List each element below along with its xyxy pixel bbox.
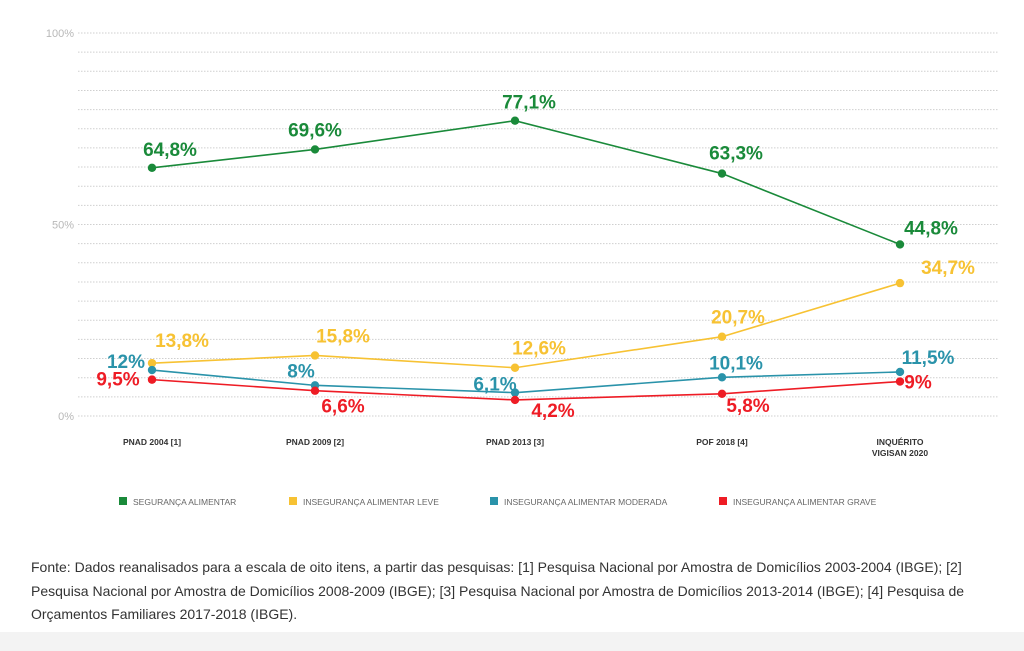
- legend-label: SEGURANÇA ALIMENTAR: [133, 497, 236, 507]
- legend-swatch: [490, 497, 498, 505]
- x-tick-label: PNAD 2004 [1]: [123, 437, 181, 447]
- line-chart: 100% 50% 0% PNAD 2004 [1] PNAD 2009 [2] PNAD …: [46, 28, 998, 507]
- data-point: [310, 351, 320, 360]
- legend-label: INSEGURANÇA ALIMENTAR GRAVE: [733, 497, 877, 507]
- legend-item: INSEGURANÇA ALIMENTAR MODERADA: [490, 497, 668, 507]
- grid: [78, 32, 998, 417]
- data-label: 10,1%: [709, 353, 763, 374]
- data-point: [147, 358, 157, 368]
- data-label: 9,5%: [96, 370, 139, 391]
- data-point: [310, 145, 320, 154]
- series-0: 64,8% 69,6% 77,1% 63,3% 44,8%: [143, 93, 958, 249]
- data-point: [895, 367, 905, 377]
- source-note: Fonte: Dados reanalisados para a escala …: [31, 559, 965, 622]
- data-point: [310, 386, 320, 395]
- data-point: [717, 389, 727, 398]
- data-point: [510, 395, 520, 405]
- data-point: [895, 377, 905, 386]
- data-point: [147, 365, 157, 375]
- legend-label: INSEGURANÇA ALIMENTAR MODERADA: [504, 497, 668, 507]
- data-label: 69,6%: [288, 120, 342, 141]
- data-label: 34,7%: [921, 258, 975, 279]
- legend-label: INSEGURANÇA ALIMENTAR LEVE: [303, 497, 439, 507]
- data-point: [510, 388, 520, 397]
- data-label: 12%: [107, 352, 145, 373]
- x-tick-label: PNAD 2013 [3]: [486, 437, 544, 447]
- series-2: 12% 8% 6,1% 10,1% 11,5%: [107, 348, 955, 397]
- data-point: [895, 278, 905, 288]
- legend-item: SEGURANÇA ALIMENTAR: [119, 497, 236, 507]
- x-tick-label: INQUÉRITO VIGISAN 2020: [872, 437, 928, 458]
- x-tick-label: PNAD 2009 [2]: [286, 437, 344, 447]
- data-point: [510, 363, 520, 372]
- series-1: 13,8% 15,8% 12,6% 20,7% 34,7%: [147, 258, 975, 372]
- data-point: [717, 169, 727, 178]
- legend-swatch: [289, 497, 297, 505]
- data-label: 4,2%: [531, 401, 574, 422]
- data-label: 77,1%: [502, 93, 556, 114]
- legend-item: INSEGURANÇA ALIMENTAR GRAVE: [719, 497, 877, 507]
- data-point: [147, 375, 157, 384]
- data-point: [895, 240, 905, 249]
- series-3: 9,5% 6,6% 4,2% 5,8% 9%: [96, 370, 931, 422]
- data-label: 5,8%: [726, 396, 769, 417]
- footer-band: [0, 632, 1024, 651]
- data-label: 6,6%: [321, 397, 364, 418]
- data-label: 44,8%: [904, 218, 958, 239]
- chart-svg: 100% 50% 0% PNAD 2004 [1] PNAD 2009 [2] PNAD …: [46, 28, 998, 507]
- data-point: [510, 116, 520, 125]
- series-line: [151, 119, 901, 246]
- x-tick-label: POF 2018 [4]: [696, 437, 748, 447]
- data-point: [147, 163, 157, 173]
- data-label: 6,1%: [473, 375, 516, 396]
- data-label: 20,7%: [711, 308, 765, 329]
- data-label: 12,6%: [512, 339, 566, 360]
- data-label: 8%: [287, 361, 315, 382]
- data-label: 13,8%: [155, 331, 209, 352]
- legend-swatch: [719, 497, 727, 505]
- data-label: 11,5%: [902, 348, 955, 369]
- data-label: 63,3%: [709, 144, 763, 165]
- data-point: [717, 373, 727, 382]
- x-tick-label-line: INQUÉRITO: [876, 437, 923, 447]
- legend-swatch: [119, 497, 127, 505]
- data-label: 15,8%: [316, 326, 370, 347]
- data-label: 9%: [904, 373, 932, 394]
- x-tick-label-line: VIGISAN 2020: [872, 448, 928, 458]
- data-label: 64,8%: [143, 140, 197, 161]
- legend-item: INSEGURANÇA ALIMENTAR LEVE: [289, 497, 439, 507]
- y-tick-label: 0%: [58, 411, 74, 423]
- y-tick-label: 100%: [46, 28, 74, 40]
- y-tick-label: 50%: [52, 220, 74, 232]
- data-point: [717, 332, 727, 341]
